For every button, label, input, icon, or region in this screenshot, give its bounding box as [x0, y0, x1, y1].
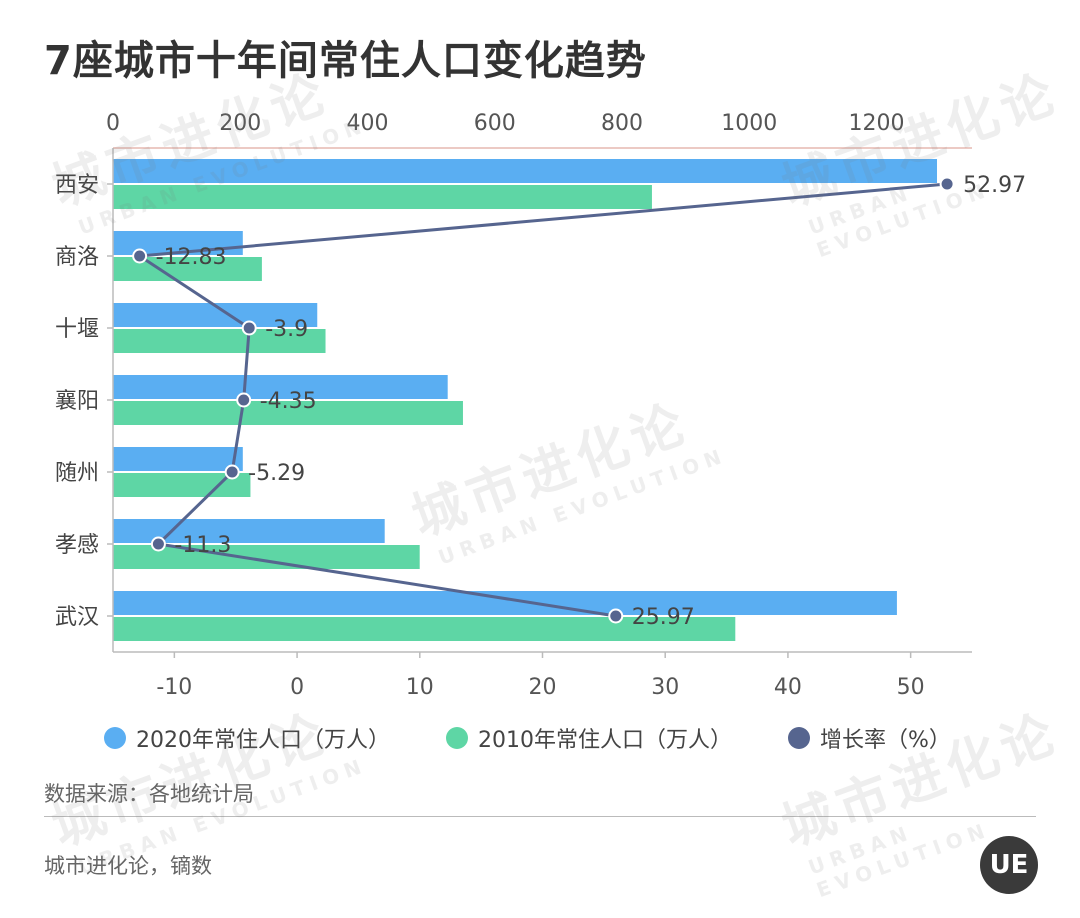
bar-2010 — [113, 617, 736, 641]
credit: 城市进化论，镝数 — [44, 854, 212, 878]
legend-label-2010: 2010年常住人口（万人） — [478, 728, 732, 753]
bottom-tick-label: -10 — [156, 675, 192, 700]
category-label: 随州 — [55, 461, 99, 486]
top-tick-label: 1200 — [849, 111, 905, 136]
bar-2010 — [113, 185, 652, 209]
top-tick-label: 800 — [601, 111, 643, 136]
bottom-tick-label: 50 — [897, 675, 925, 700]
growth-rate-point — [939, 176, 955, 192]
bottom-tick-label: 40 — [774, 675, 802, 700]
bottom-tick-label: 10 — [406, 675, 434, 700]
chart-title: 7座城市十年间常住人口变化趋势 — [44, 38, 647, 84]
legend-item-growth[interactable]: 增长率（%） — [788, 722, 951, 754]
divider — [44, 816, 1036, 817]
category-label: 西安 — [55, 173, 99, 198]
bar-2010 — [113, 401, 463, 425]
category-label: 十堰 — [55, 317, 99, 342]
bar-2020 — [113, 591, 897, 615]
legend-label-growth: 增长率（%） — [820, 728, 951, 753]
bar-2010 — [113, 545, 420, 569]
growth-rate-label: -3.9 — [265, 317, 308, 342]
growth-rate-label: 25.97 — [632, 605, 695, 630]
data-source: 数据来源：各地统计局 — [44, 782, 254, 806]
growth-rate-point — [236, 392, 252, 408]
growth-rate-label: -11.3 — [174, 533, 231, 558]
legend-item-2020[interactable]: 2020年常住人口（万人） — [104, 722, 390, 754]
bar-2020 — [113, 447, 243, 471]
legend-item-2010[interactable]: 2010年常住人口（万人） — [446, 722, 732, 754]
axes: 0 200 400 600 800 1000 1200 -10 0 10 20 30 40 50 西安商洛十… — [55, 111, 972, 700]
category-label: 孝感 — [55, 533, 99, 558]
growth-rate-point — [132, 248, 148, 264]
growth-rate-label: -5.29 — [248, 461, 305, 486]
growth-rate-label: -4.35 — [260, 389, 317, 414]
growth-rate-label: -12.83 — [156, 245, 227, 270]
growth-rate-label: 52.97 — [963, 173, 1026, 198]
growth-rate-point — [150, 536, 166, 552]
top-tick-label: 400 — [347, 111, 389, 136]
category-label: 武汉 — [55, 605, 99, 630]
growth-rate-series: 52.97 -12.83 -3.9 -4.35 -5.29 -11.3 25.97 — [132, 173, 1026, 630]
category-label: 商洛 — [55, 245, 99, 270]
top-tick-label: 1000 — [721, 111, 777, 136]
legend-label-2020: 2020年常住人口（万人） — [136, 728, 390, 753]
top-tick-label: 0 — [106, 111, 120, 136]
bar-2010 — [113, 329, 326, 353]
bottom-tick-label: 0 — [290, 675, 304, 700]
growth-rate-point — [608, 608, 624, 624]
bottom-tick-label: 20 — [529, 675, 557, 700]
brand-logo: UE — [980, 836, 1038, 894]
bar-series — [113, 159, 938, 641]
legend-marker-growth — [788, 727, 810, 749]
bar-2020 — [113, 375, 448, 399]
legend-marker-2010 — [446, 727, 468, 749]
growth-rate-point — [224, 464, 240, 480]
growth-rate-point — [241, 320, 257, 336]
top-tick-label: 200 — [219, 111, 261, 136]
bar-2020 — [113, 159, 938, 183]
category-label: 襄阳 — [55, 389, 99, 414]
bottom-tick-label: 30 — [651, 675, 679, 700]
legend: 2020年常住人口（万人） 2010年常住人口（万人） 增长率（%） — [104, 722, 951, 754]
legend-marker-2020 — [104, 727, 126, 749]
top-tick-label: 600 — [474, 111, 516, 136]
